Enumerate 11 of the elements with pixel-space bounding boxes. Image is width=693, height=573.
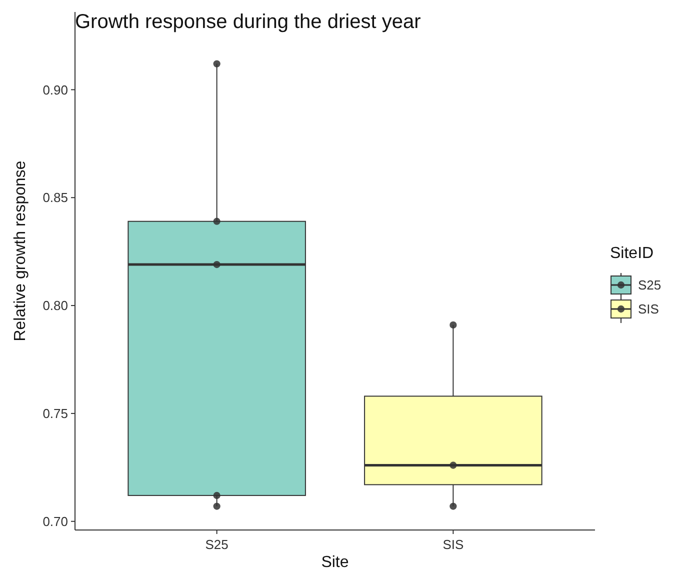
y-tick-label: 0.70 (42, 514, 68, 529)
legend-label: SIS (638, 302, 660, 317)
y-tick-label: 0.75 (42, 406, 68, 421)
legend-label: S25 (638, 278, 662, 293)
x-axis-title: Site (321, 554, 349, 571)
chart-title: Growth response during the driest year (75, 11, 422, 33)
legend-title: SiteID (610, 245, 654, 262)
y-tick-label: 0.80 (42, 298, 68, 314)
y-tick-label: 0.85 (42, 190, 68, 206)
y-axis-title: Relative growth response (12, 160, 29, 342)
y-tick-label: 0.90 (42, 82, 68, 98)
